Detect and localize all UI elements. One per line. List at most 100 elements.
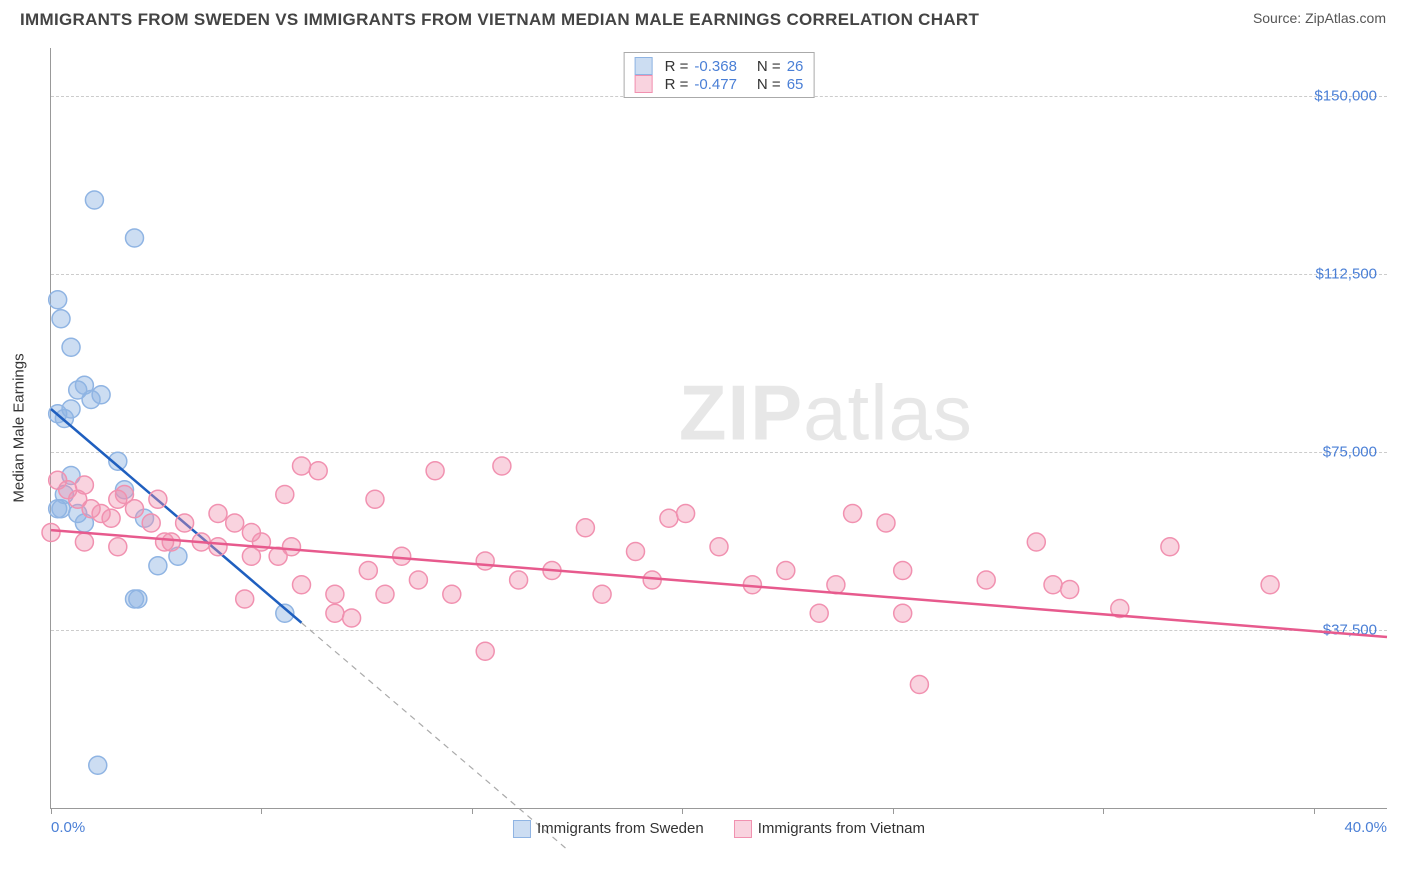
scatter-svg <box>51 48 1387 808</box>
data-point <box>282 538 300 556</box>
data-point <box>293 576 311 594</box>
data-point <box>309 462 327 480</box>
data-point <box>476 642 494 660</box>
data-point <box>226 514 244 532</box>
data-point <box>89 756 107 774</box>
r-value: -0.477 <box>694 76 737 93</box>
legend-swatch <box>513 820 531 838</box>
data-point <box>426 462 444 480</box>
data-point <box>75 533 93 551</box>
data-point <box>62 338 80 356</box>
data-point <box>52 310 70 328</box>
n-label: N = <box>757 76 781 93</box>
chart-title: IMMIGRANTS FROM SWEDEN VS IMMIGRANTS FRO… <box>20 10 979 30</box>
data-point <box>359 562 377 580</box>
data-point <box>126 500 144 518</box>
data-point <box>1061 581 1079 599</box>
data-point <box>343 609 361 627</box>
data-point <box>109 538 127 556</box>
data-point <box>810 604 828 622</box>
n-value: 26 <box>787 58 804 75</box>
legend-swatch <box>635 75 653 93</box>
data-point <box>62 400 80 418</box>
data-point <box>1027 533 1045 551</box>
data-point <box>102 509 120 527</box>
data-point <box>409 571 427 589</box>
x-tick <box>682 808 683 814</box>
data-point <box>176 514 194 532</box>
source-name: ZipAtlas.com <box>1305 10 1386 26</box>
data-point <box>476 552 494 570</box>
legend-stats-row: R = -0.477 N = 65 <box>635 75 804 93</box>
r-value: -0.368 <box>694 58 737 75</box>
x-axis-max-label: 40.0% <box>1344 819 1387 836</box>
data-point <box>627 543 645 561</box>
data-point <box>593 585 611 603</box>
data-point <box>844 505 862 523</box>
data-point <box>276 486 294 504</box>
legend-item: Immigrants from Sweden <box>513 820 704 838</box>
data-point <box>149 557 167 575</box>
data-point <box>1261 576 1279 594</box>
x-tick <box>51 808 52 814</box>
n-label: N = <box>757 58 781 75</box>
data-point <box>49 471 67 489</box>
data-point <box>393 547 411 565</box>
data-point <box>162 533 180 551</box>
legend-item: Immigrants from Vietnam <box>734 820 925 838</box>
data-point <box>493 457 511 475</box>
legend-stats-row: R = -0.368N = 26 <box>635 57 804 75</box>
data-point <box>49 291 67 309</box>
data-point <box>710 538 728 556</box>
data-point <box>129 590 147 608</box>
x-tick <box>261 808 262 814</box>
legend-label: Immigrants from Vietnam <box>758 820 925 837</box>
data-point <box>42 524 60 542</box>
data-point <box>326 585 344 603</box>
data-point <box>209 505 227 523</box>
data-point <box>894 604 912 622</box>
data-point <box>1161 538 1179 556</box>
data-point <box>510 571 528 589</box>
legend-swatch <box>635 57 653 75</box>
data-point <box>677 505 695 523</box>
data-point <box>293 457 311 475</box>
data-point <box>85 191 103 209</box>
x-axis-min-label: 0.0% <box>51 819 85 836</box>
data-point <box>92 386 110 404</box>
data-point <box>376 585 394 603</box>
r-label: R = <box>665 76 689 93</box>
data-point <box>326 604 344 622</box>
data-point <box>236 590 254 608</box>
y-axis-title: Median Male Earnings <box>11 353 28 502</box>
data-point <box>209 538 227 556</box>
data-point <box>576 519 594 537</box>
chart-source: Source: ZipAtlas.com <box>1253 10 1386 26</box>
data-point <box>366 490 384 508</box>
data-point <box>1044 576 1062 594</box>
data-point <box>777 562 795 580</box>
data-point <box>75 476 93 494</box>
data-point <box>910 676 928 694</box>
data-point <box>877 514 895 532</box>
x-tick <box>893 808 894 814</box>
data-point <box>977 571 995 589</box>
data-point <box>142 514 160 532</box>
plot-region: Median Male Earnings $37,500$75,000$112,… <box>50 48 1387 809</box>
data-point <box>660 509 678 527</box>
data-point <box>643 571 661 589</box>
x-tick <box>472 808 473 814</box>
legend-label: Immigrants from Sweden <box>537 820 704 837</box>
chart-area: Median Male Earnings $37,500$75,000$112,… <box>50 48 1386 808</box>
x-tick <box>1314 808 1315 814</box>
data-point <box>827 576 845 594</box>
legend-stats-box: R = -0.368 N = 26R = -0.477 N = 65 <box>624 52 815 98</box>
source-label: Source: <box>1253 10 1301 26</box>
chart-header: IMMIGRANTS FROM SWEDEN VS IMMIGRANTS FRO… <box>0 0 1406 30</box>
n-value: 65 <box>787 76 804 93</box>
data-point <box>149 490 167 508</box>
trend-line-extrapolated <box>302 623 569 851</box>
data-point <box>443 585 461 603</box>
x-tick <box>1103 808 1104 814</box>
data-point <box>126 229 144 247</box>
